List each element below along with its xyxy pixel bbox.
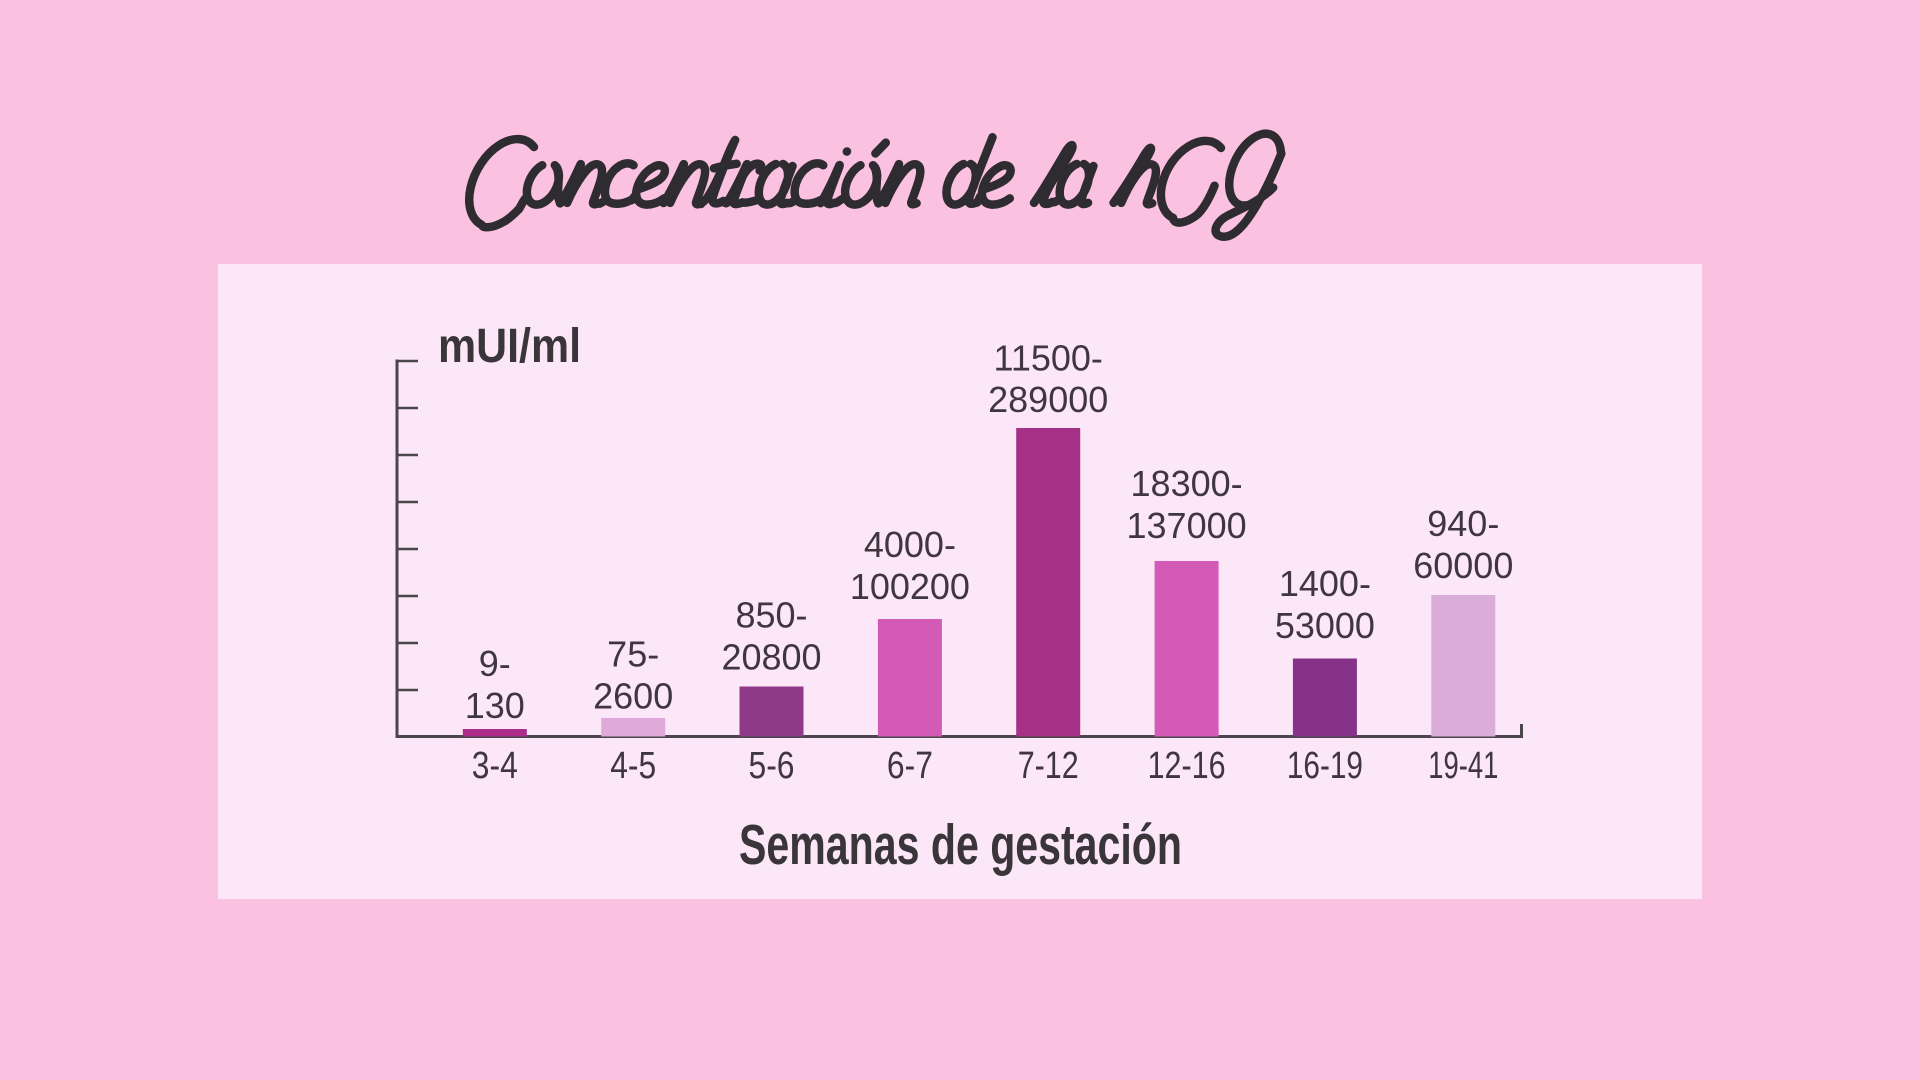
- svg-text:3-4: 3-4: [472, 745, 518, 787]
- svg-text:9-: 9-: [479, 643, 511, 684]
- svg-text:850-: 850-: [735, 595, 807, 636]
- svg-text:100200: 100200: [850, 566, 970, 607]
- svg-text:130: 130: [465, 685, 525, 726]
- svg-text:7-12: 7-12: [1018, 745, 1079, 787]
- svg-text:1400-: 1400-: [1279, 563, 1371, 604]
- svg-text:20800: 20800: [721, 637, 821, 678]
- svg-text:4000-: 4000-: [864, 524, 956, 565]
- svg-text:2600: 2600: [593, 676, 673, 717]
- svg-text:60000: 60000: [1413, 545, 1513, 586]
- svg-text:4-5: 4-5: [610, 745, 656, 787]
- svg-text:mUI/ml: mUI/ml: [438, 320, 581, 373]
- svg-text:11500-: 11500-: [993, 338, 1102, 379]
- svg-text:5-6: 5-6: [749, 745, 795, 787]
- svg-text:19-41: 19-41: [1428, 745, 1498, 787]
- svg-text:6-7: 6-7: [887, 745, 933, 787]
- svg-text:16-19: 16-19: [1287, 745, 1363, 787]
- svg-text:137000: 137000: [1127, 505, 1247, 546]
- svg-text:75-: 75-: [607, 634, 659, 675]
- svg-text:Semanas de gestación: Semanas de gestación: [739, 813, 1182, 877]
- svg-text:12-16: 12-16: [1148, 745, 1226, 787]
- svg-text:940-: 940-: [1427, 503, 1499, 544]
- svg-text:18300-: 18300-: [1131, 463, 1243, 504]
- svg-text:53000: 53000: [1275, 605, 1375, 646]
- svg-text:289000: 289000: [988, 379, 1108, 420]
